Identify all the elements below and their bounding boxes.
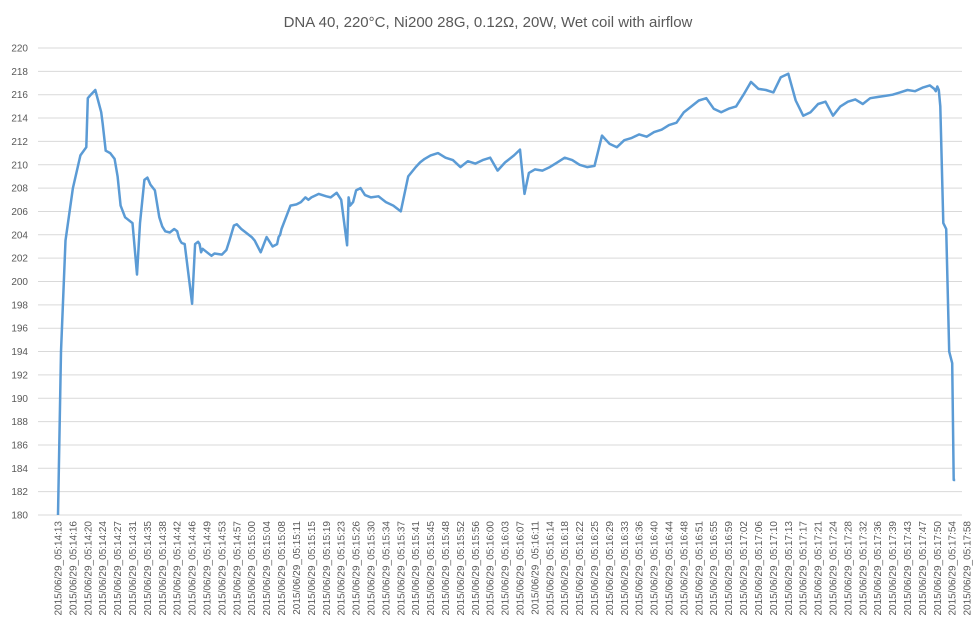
x-tick-label: 2015/06/29_05:17:13 (784, 521, 795, 616)
x-tick-label: 2015/06/29_05:17:24 (828, 521, 839, 616)
y-tick-label: 202 (11, 254, 28, 265)
x-tick-label: 2015/06/29_05:14:57 (232, 521, 243, 616)
x-tick-label: 2015/06/29_05:17:17 (799, 521, 810, 616)
x-tick-label: 2015/06/29_05:16:07 (516, 521, 527, 616)
x-tick-label: 2015/06/29_05:17:58 (963, 521, 974, 616)
y-tick-label: 198 (11, 300, 28, 311)
x-tick-label: 2015/06/29_05:14:24 (98, 521, 109, 616)
y-tick-label: 208 (11, 184, 28, 195)
y-tick-label: 190 (11, 394, 28, 405)
x-tick-label: 2015/06/29_05:15:37 (396, 521, 407, 616)
y-tick-label: 212 (11, 137, 28, 148)
y-tick-label: 186 (11, 440, 28, 451)
y-tick-label: 206 (11, 207, 28, 218)
x-tick-label: 2015/06/29_05:16:03 (501, 521, 512, 616)
x-tick-label: 2015/06/29_05:16:36 (635, 521, 646, 616)
x-tick-label: 2015/06/29_05:16:14 (545, 521, 556, 616)
x-tick-label: 2015/06/29_05:15:00 (247, 521, 258, 616)
series-line-0 (56, 72, 956, 516)
x-tick-label: 2015/06/29_05:15:56 (471, 521, 482, 616)
y-tick-label: 184 (11, 464, 28, 475)
x-tick-label: 2015/06/29_05:16:29 (605, 521, 616, 616)
x-tick-label: 2015/06/29_05:16:55 (709, 521, 720, 616)
x-tick-label: 2015/06/29_05:14:38 (158, 521, 169, 616)
x-tick-label: 2015/06/29_05:15:23 (337, 521, 348, 616)
x-tick-label: 2015/06/29_05:16:40 (650, 521, 661, 616)
x-tick-label: 2015/06/29_05:15:15 (307, 521, 318, 616)
y-tick-label: 196 (11, 324, 28, 335)
x-tick-label: 2015/06/29_05:16:59 (724, 521, 735, 616)
x-tick-label: 2015/06/29_05:17:02 (739, 521, 750, 616)
x-tick-label: 2015/06/29_05:16:33 (620, 521, 631, 616)
y-tick-label: 194 (11, 347, 28, 358)
x-tick-label: 2015/06/29_05:16:48 (679, 521, 690, 616)
x-tick-label: 2015/06/29_05:15:26 (352, 521, 363, 616)
x-tick-label: 2015/06/29_05:14:42 (173, 521, 184, 616)
x-tick-label: 2015/06/29_05:16:44 (665, 521, 676, 616)
x-tick-label: 2015/06/29_05:17:39 (888, 521, 899, 616)
x-tick-label: 2015/06/29_05:15:11 (292, 521, 303, 615)
x-tick-label: 2015/06/29_05:14:46 (188, 521, 199, 616)
y-tick-label: 204 (11, 230, 28, 241)
x-tick-label: 2015/06/29_05:16:22 (575, 521, 586, 616)
x-tick-label: 2015/06/29_05:15:48 (441, 521, 452, 616)
x-tick-label: 2015/06/29_05:17:28 (843, 521, 854, 616)
x-tick-label: 2015/06/29_05:14:20 (83, 521, 94, 616)
y-tick-label: 220 (11, 44, 28, 55)
x-tick-label: 2015/06/29_05:14:53 (217, 521, 228, 616)
series-layer (56, 72, 956, 516)
y-tick-label: 188 (11, 417, 28, 428)
x-tick-label: 2015/06/29_05:17:32 (858, 521, 869, 616)
x-tick-label: 2015/06/29_05:14:27 (113, 521, 124, 616)
x-tick-label: 2015/06/29_05:17:50 (933, 521, 944, 616)
x-tick-label: 2015/06/29_05:15:04 (262, 521, 273, 616)
y-tick-label: 192 (11, 370, 28, 381)
y-tick-label: 218 (11, 67, 28, 78)
x-tick-label: 2015/06/29_05:15:41 (411, 521, 422, 616)
x-tick-label: 2015/06/29_05:15:30 (366, 521, 377, 616)
y-tick-label: 210 (11, 160, 28, 171)
x-axis-tick-labels: 2015/06/29_05:14:13 2015/06/29_05:14:16 20… (54, 521, 974, 616)
x-tick-label: 2015/06/29_05:17:10 (769, 521, 780, 616)
x-tick-label: 2015/06/29_05:17:06 (754, 521, 765, 616)
x-tick-label: 2015/06/29_05:16:11 (530, 521, 541, 615)
x-tick-label: 2015/06/29_05:17:43 (903, 521, 914, 616)
x-tick-label: 2015/06/29_05:14:13 (54, 521, 65, 616)
x-tick-label: 2015/06/29_05:16:51 (694, 521, 705, 616)
x-tick-label: 2015/06/29_05:14:16 (68, 521, 79, 616)
gridlines (38, 47, 962, 516)
x-tick-label: 2015/06/29_05:14:31 (128, 521, 139, 616)
y-axis-tick-labels: 180 182 184 186 188 190 192 194 196 198 200 202 204 2… (11, 44, 28, 522)
x-tick-label: 2015/06/29_05:17:36 (873, 521, 884, 616)
x-tick-label: 2015/06/29_05:15:08 (277, 521, 288, 616)
y-tick-label: 214 (11, 114, 28, 125)
x-tick-label: 2015/06/29_05:15:52 (456, 521, 467, 616)
x-tick-label: 2015/06/29_05:15:19 (322, 521, 333, 616)
x-tick-label: 2015/06/29_05:14:49 (203, 521, 214, 616)
x-tick-label: 2015/06/29_05:14:35 (143, 521, 154, 616)
x-tick-label: 2015/06/29_05:15:45 (426, 521, 437, 616)
y-tick-label: 182 (11, 487, 28, 498)
x-tick-label: 2015/06/29_05:15:34 (381, 521, 392, 616)
x-tick-label: 2015/06/29_05:16:00 (486, 521, 497, 616)
x-tick-label: 2015/06/29_05:16:25 (590, 521, 601, 616)
x-tick-label: 2015/06/29_05:17:21 (814, 521, 825, 616)
x-tick-label: 2015/06/29_05:17:54 (948, 521, 959, 616)
x-tick-label: 2015/06/29_05:16:18 (560, 521, 571, 616)
y-tick-label: 200 (11, 277, 28, 288)
x-tick-label: 2015/06/29_05:17:47 (918, 521, 929, 616)
chart-title: DNA 40, 220°C, Ni200 28G, 0.12Ω, 20W, We… (284, 14, 693, 31)
y-tick-label: 216 (11, 90, 28, 101)
y-tick-label: 180 (11, 511, 28, 522)
